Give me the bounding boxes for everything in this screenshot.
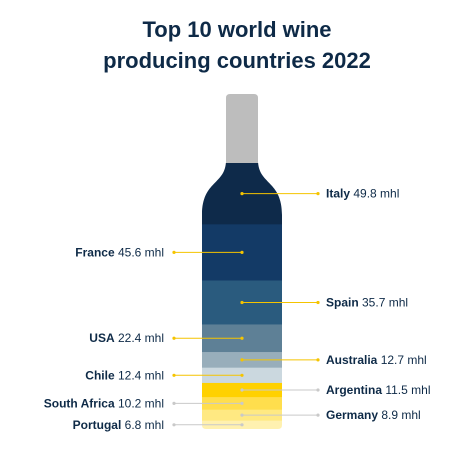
- chart-title-line-1: Top 10 world wine: [142, 17, 331, 42]
- leader-dot-italy: [240, 192, 244, 196]
- chart-title-line-2: producing countries 2022: [103, 48, 371, 73]
- label-spain: Spain 35.7 mhl: [326, 295, 408, 309]
- label-value-france: 45.6 mhl: [115, 245, 164, 259]
- country-labels: Italy 49.8 mhl France 45.6 mhl Spain 35.7 …: [44, 187, 431, 432]
- label-value-south-africa: 10.2 mhl: [115, 396, 164, 410]
- label-australia: Australia 12.7 mhl: [326, 353, 427, 367]
- leader-end-france: [172, 250, 176, 255]
- label-value-spain: 35.7 mhl: [359, 295, 408, 309]
- leader-end-italy: [316, 192, 320, 196]
- label-france: France 45.6 mhl: [75, 245, 164, 259]
- label-value-portugal: 6.8 mhl: [121, 418, 164, 432]
- label-value-germany: 8.9 mhl: [378, 408, 421, 422]
- label-country-south-africa: South Africa: [44, 396, 115, 410]
- label-country-portugal: Portugal: [73, 418, 122, 432]
- label-country-chile: Chile: [85, 368, 115, 382]
- leader-end-portugal: [172, 423, 176, 427]
- label-country-italy: Italy: [326, 187, 350, 201]
- leader-dot-australia: [240, 358, 244, 362]
- leader-dot-usa: [240, 336, 244, 340]
- label-value-australia: 12.7 mhl: [377, 353, 426, 367]
- leader-dot-south-africa: [240, 401, 244, 405]
- label-south-africa: South Africa 10.2 mhl: [44, 396, 164, 410]
- leader-end-south-africa: [172, 401, 176, 405]
- label-value-argentina: 11.5 mhl: [382, 383, 430, 397]
- wine-bottle: [202, 94, 282, 429]
- label-portugal: Portugal 6.8 mhl: [73, 418, 164, 432]
- label-italy: Italy 49.8 mhl: [326, 187, 399, 201]
- leader-dot-spain: [240, 300, 244, 305]
- label-country-argentina: Argentina: [326, 383, 382, 397]
- label-country-germany: Germany: [326, 408, 378, 422]
- leader-end-australia: [316, 358, 320, 362]
- label-value-chile: 12.4 mhl: [115, 368, 164, 382]
- leader-end-chile: [172, 373, 176, 377]
- label-argentina: Argentina 11.5 mhl: [326, 383, 430, 397]
- label-country-france: France: [75, 245, 115, 259]
- leader-dot-argentina: [240, 388, 244, 392]
- label-country-australia: Australia: [326, 353, 378, 367]
- leader-dot-chile: [240, 373, 244, 377]
- leader-end-spain: [316, 300, 320, 305]
- leader-end-argentina: [316, 388, 320, 392]
- bottle-neck: [226, 94, 258, 165]
- leader-end-usa: [172, 336, 176, 340]
- label-country-usa: USA: [89, 331, 115, 345]
- leader-dot-portugal: [240, 423, 244, 427]
- label-country-spain: Spain: [326, 295, 359, 309]
- label-value-usa: 22.4 mhl: [115, 331, 164, 345]
- label-chile: Chile 12.4 mhl: [85, 368, 164, 382]
- leader-lines: [172, 192, 320, 427]
- label-usa: USA 22.4 mhl: [89, 331, 164, 345]
- chart-title: Top 10 world wine producing countries 20…: [103, 17, 371, 73]
- label-value-italy: 49.8 mhl: [350, 187, 399, 201]
- leader-dot-france: [240, 250, 244, 255]
- leader-end-germany: [316, 413, 320, 417]
- label-germany: Germany 8.9 mhl: [326, 408, 421, 422]
- leader-dot-germany: [240, 413, 244, 417]
